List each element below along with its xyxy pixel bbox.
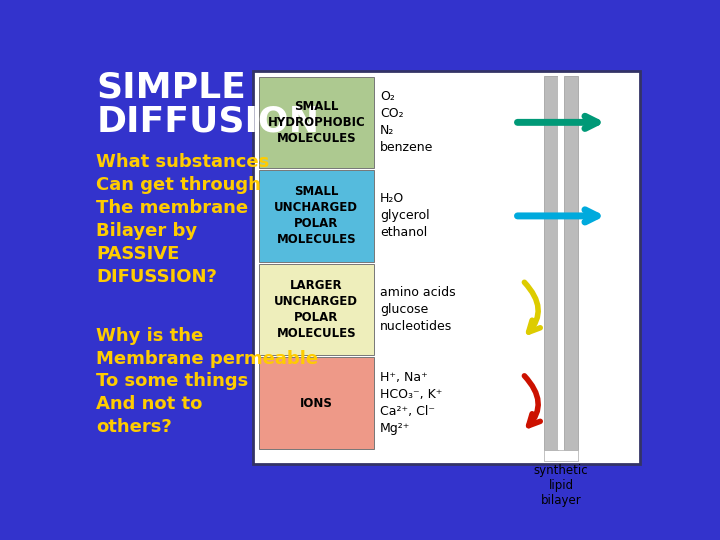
Text: LARGER
UNCHARGED
POLAR
MOLECULES: LARGER UNCHARGED POLAR MOLECULES <box>274 279 359 340</box>
Text: SMALL
UNCHARGED
POLAR
MOLECULES: SMALL UNCHARGED POLAR MOLECULES <box>274 185 359 246</box>
Bar <box>259 264 374 355</box>
Text: H₂O
glycerol
ethanol: H₂O glycerol ethanol <box>380 192 429 239</box>
Text: IONS: IONS <box>300 396 333 409</box>
Bar <box>259 77 374 168</box>
Bar <box>564 76 578 450</box>
Bar <box>259 357 374 449</box>
FancyBboxPatch shape <box>253 71 640 464</box>
Text: O₂
CO₂
N₂
benzene: O₂ CO₂ N₂ benzene <box>380 90 433 154</box>
Bar <box>544 76 558 450</box>
Bar <box>558 76 564 450</box>
Text: Why is the
Membrane permeable
To some things
And not to
others?: Why is the Membrane permeable To some th… <box>96 327 318 436</box>
Text: DIFFUSION: DIFFUSION <box>96 105 320 139</box>
Text: H⁺, Na⁺
HCO₃⁻, K⁺
Ca²⁺, Cl⁻
Mg²⁺: H⁺, Na⁺ HCO₃⁻, K⁺ Ca²⁺, Cl⁻ Mg²⁺ <box>380 371 442 435</box>
Text: SMALL
HYDROPHOBIC
MOLECULES: SMALL HYDROPHOBIC MOLECULES <box>267 100 365 145</box>
Text: amino acids
glucose
nucleotides: amino acids glucose nucleotides <box>380 286 456 333</box>
Bar <box>259 170 374 261</box>
Text: SIMPLE: SIMPLE <box>96 71 246 105</box>
Bar <box>544 450 578 461</box>
Text: What substances
Can get through
The membrane
Bilayer by
PASSIVE
DIFUSSION?: What substances Can get through The memb… <box>96 153 269 286</box>
Text: synthetic
lipid
bilayer: synthetic lipid bilayer <box>534 464 588 507</box>
